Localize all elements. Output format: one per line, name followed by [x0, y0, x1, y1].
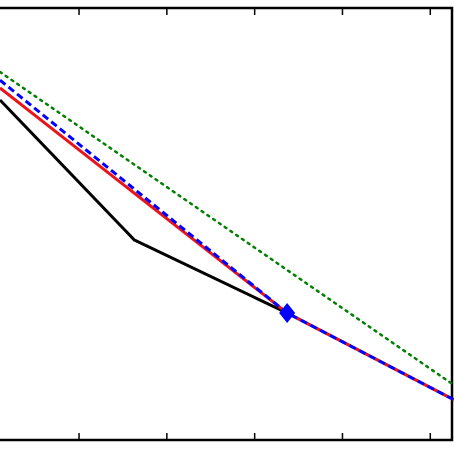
series-line — [0, 98, 454, 402]
plot-frame — [0, 6, 454, 442]
series-line — [0, 86, 454, 402]
diamond-marker — [279, 302, 296, 323]
series-line — [0, 78, 454, 402]
series-line — [0, 70, 454, 387]
